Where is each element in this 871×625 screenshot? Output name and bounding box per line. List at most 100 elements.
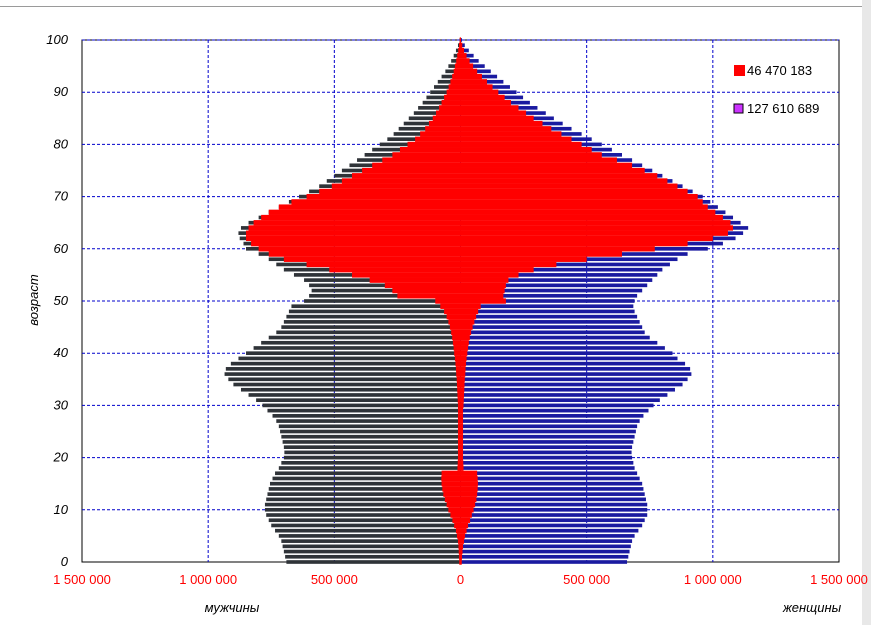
bar-male-subset: [258, 246, 461, 252]
bar-female-total: [460, 335, 650, 340]
bar-female-total: [460, 293, 638, 298]
bar-male-total: [272, 476, 461, 481]
bar-female-subset: [460, 543, 464, 550]
bar-male-total: [286, 560, 461, 564]
bar-male-subset: [457, 439, 461, 445]
y-tick-label: 50: [54, 293, 69, 308]
bar-female-total: [460, 340, 658, 345]
bar-male-total: [445, 69, 461, 74]
bar-female-subset: [460, 100, 511, 106]
bar-female-total: [460, 330, 645, 335]
bar-male-subset: [246, 235, 461, 242]
bar-female-total: [460, 434, 635, 439]
bar-male-total: [267, 492, 461, 496]
bar-female-total: [460, 528, 639, 533]
bar-female-subset: [460, 496, 477, 503]
bar-male-subset: [459, 559, 461, 565]
bar-male-subset: [251, 240, 461, 247]
bar-male-total: [224, 372, 461, 376]
bar-female-total: [460, 367, 691, 371]
bar-female-subset: [460, 47, 465, 54]
bar-female-subset: [460, 63, 474, 69]
bar-male-subset: [392, 287, 461, 294]
bar-male-subset: [407, 141, 461, 148]
bar-female-total: [460, 325, 643, 329]
bar-male-subset: [457, 423, 461, 429]
bar-female-total: [460, 372, 692, 376]
bar-male-subset: [457, 387, 461, 393]
bar-female-total: [460, 419, 640, 423]
y-tick-label: 100: [46, 32, 68, 47]
bar-female-subset: [460, 559, 462, 565]
bar-male-subset: [441, 100, 461, 106]
bar-female-subset: [460, 408, 464, 414]
bars: [224, 37, 749, 565]
x-tick-label: 1 500 000: [810, 572, 868, 587]
bar-female-total: [460, 314, 638, 319]
bar-male-total: [268, 487, 461, 491]
bar-female-subset: [460, 434, 464, 440]
bar-female-subset: [460, 465, 464, 471]
bar-female-total: [460, 554, 629, 559]
x-tick-label: 1 000 000: [179, 572, 237, 587]
top-frame-line: [0, 6, 871, 7]
bar-male-subset: [457, 428, 461, 435]
bar-male-total: [281, 325, 461, 329]
bar-male-subset: [454, 522, 461, 529]
bar-male-subset: [458, 554, 461, 560]
bar-female-subset: [460, 308, 479, 315]
bar-male-subset: [452, 334, 461, 341]
bar-male-subset: [291, 199, 461, 205]
bar-female-subset: [460, 366, 466, 372]
bar-female-subset: [460, 126, 552, 132]
bar-male-total: [281, 460, 461, 465]
bar-male-subset: [372, 162, 461, 168]
bar-female-subset: [460, 287, 505, 294]
bar-female-total: [460, 507, 648, 512]
bar-female-total: [460, 346, 665, 350]
bar-male-subset: [253, 220, 461, 226]
bar-male-subset: [443, 491, 461, 497]
bar-male-subset: [456, 371, 461, 377]
bar-male-subset: [441, 475, 461, 482]
bar-female-total: [460, 38, 463, 42]
x-tick-label: 500 000: [311, 572, 358, 587]
bar-male-total: [267, 408, 461, 413]
bar-male-subset: [436, 110, 461, 116]
bar-female-subset: [460, 240, 688, 247]
y-tick-label: 60: [54, 241, 69, 256]
bar-male-subset: [455, 361, 461, 367]
bar-male-subset: [457, 444, 461, 450]
bar-male-total: [282, 440, 461, 444]
bar-male-subset: [444, 94, 461, 101]
bar-female-total: [460, 450, 632, 455]
bar-male-subset: [444, 496, 461, 503]
x-axis-label-male: мужчины: [205, 600, 260, 615]
bar-male-total: [451, 59, 461, 63]
bar-female-subset: [460, 225, 734, 231]
bar-male-total: [264, 507, 461, 512]
bar-female-subset: [460, 329, 472, 336]
bar-female-subset: [460, 58, 470, 64]
bar-female-subset: [460, 267, 534, 273]
bar-male-total: [278, 424, 461, 429]
bar-male-subset: [457, 454, 461, 461]
bar-female-total: [460, 492, 645, 496]
y-tick-label: 30: [54, 397, 69, 412]
bar-male-total: [269, 481, 461, 486]
bar-female-subset: [460, 246, 655, 252]
bar-male-total: [437, 79, 461, 84]
bar-male-subset: [450, 512, 461, 518]
bar-female-total: [460, 539, 633, 543]
bar-female-subset: [460, 230, 728, 236]
bar-female-subset: [460, 340, 469, 346]
bar-male-subset: [329, 267, 461, 273]
y-axis-label: возраст: [26, 274, 41, 326]
bar-male-subset: [456, 381, 461, 388]
bar-female-subset: [460, 381, 465, 388]
bar-female-subset: [460, 345, 469, 351]
bar-female-subset: [460, 110, 527, 116]
bar-male-total: [280, 429, 461, 434]
bar-female-total: [460, 382, 683, 387]
bar-male-subset: [457, 434, 461, 440]
